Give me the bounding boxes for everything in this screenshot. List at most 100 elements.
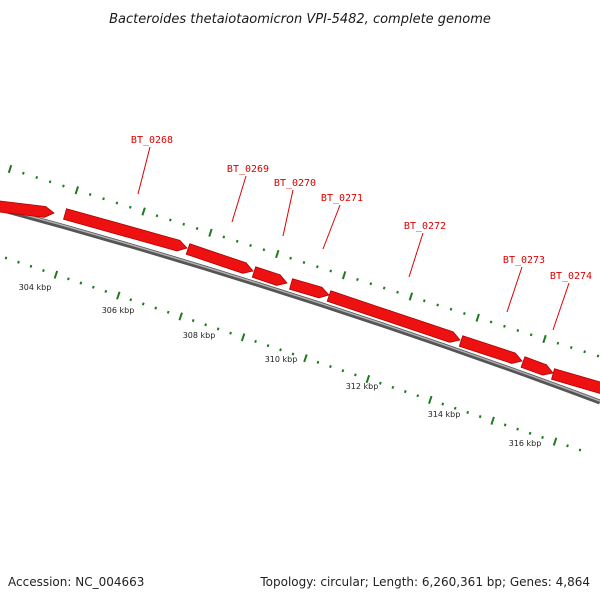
- genome-title: Bacteroides thetaiotaomicron VPI-5482, c…: [109, 12, 491, 27]
- gene-label-bt-0271[interactable]: BT_0271: [321, 193, 363, 204]
- scale-label: 312 kbp: [346, 382, 379, 391]
- outer-major-tick: [275, 249, 280, 259]
- inner-minor-tick: [578, 448, 582, 452]
- outer-minor-tick: [48, 180, 52, 184]
- gene-bt-0271[interactable]: [289, 278, 330, 299]
- outer-minor-tick: [262, 248, 266, 252]
- inner-minor-tick: [503, 423, 507, 427]
- outer-minor-tick: [356, 277, 359, 282]
- outer-minor-tick: [35, 175, 39, 180]
- leader-line: [322, 204, 341, 250]
- outer-minor-tick: [155, 214, 159, 218]
- outer-minor-tick: [382, 286, 386, 290]
- inner-tick-track: [4, 256, 582, 452]
- gene-partial[interactable]: [0, 198, 55, 218]
- inner-minor-tick: [166, 310, 170, 314]
- inner-major-tick: [365, 374, 371, 384]
- gene-label-leaders: BT_0268 BT_0269 BT_0270 BT_0271 BT_0272 BT_02…: [131, 135, 592, 331]
- inner-minor-tick: [216, 327, 220, 331]
- inner-minor-tick: [4, 256, 8, 260]
- inner-minor-tick: [191, 319, 195, 323]
- inner-minor-tick: [566, 444, 569, 448]
- outer-minor-tick: [503, 324, 506, 328]
- inner-minor-tick: [466, 410, 470, 414]
- outer-minor-tick: [596, 354, 600, 358]
- genome-backbone: [0, 206, 600, 405]
- inner-minor-tick: [29, 264, 33, 268]
- inner-major-tick: [490, 416, 495, 425]
- inner-minor-tick: [541, 435, 544, 440]
- outer-minor-tick: [489, 320, 493, 324]
- outer-minor-tick: [463, 311, 466, 316]
- inner-minor-tick: [42, 268, 45, 273]
- outer-major-tick: [475, 313, 480, 322]
- gene-track: [0, 198, 600, 395]
- inner-minor-tick: [391, 385, 395, 389]
- outer-minor-tick: [289, 256, 292, 260]
- outer-tick-track: [7, 164, 600, 358]
- outer-minor-tick: [62, 184, 65, 188]
- outer-minor-tick: [222, 235, 226, 239]
- outer-minor-tick: [436, 303, 439, 307]
- inner-minor-tick: [291, 352, 295, 356]
- inner-minor-tick: [279, 348, 282, 352]
- scale-label: 316 kbp: [509, 439, 542, 448]
- leader-line: [137, 146, 151, 195]
- inner-major-tick: [428, 395, 433, 405]
- gene-bt-0269[interactable]: [185, 243, 254, 274]
- outer-minor-tick: [369, 282, 373, 286]
- gene-label-bt-0273[interactable]: BT_0273: [503, 255, 545, 266]
- outer-minor-tick: [128, 205, 132, 209]
- gene-label-bt-0268[interactable]: BT_0268: [131, 135, 173, 146]
- inner-minor-tick: [378, 381, 382, 385]
- outer-minor-tick: [329, 269, 333, 273]
- gene-bt-0273[interactable]: [458, 335, 523, 364]
- leader-line: [231, 175, 247, 223]
- inner-minor-tick: [516, 427, 519, 431]
- gene-bt-0272[interactable]: [326, 290, 461, 343]
- inner-minor-tick: [416, 394, 420, 398]
- outer-minor-tick: [449, 307, 453, 311]
- outer-minor-tick: [302, 260, 306, 265]
- inner-minor-tick: [478, 415, 482, 419]
- gene-bt-0268[interactable]: [63, 208, 188, 252]
- inner-minor-tick: [528, 431, 532, 435]
- outer-major-tick: [7, 164, 13, 174]
- outer-minor-tick: [569, 345, 573, 350]
- inner-minor-tick: [154, 306, 158, 310]
- outer-major-tick: [74, 186, 79, 195]
- gene-bt-0274[interactable]: [520, 356, 554, 376]
- outer-minor-tick: [235, 239, 239, 243]
- inner-minor-tick: [403, 390, 407, 394]
- outer-minor-tick: [316, 265, 319, 269]
- inner-minor-tick: [129, 298, 133, 302]
- gene-partial[interactable]: [551, 368, 600, 395]
- outer-minor-tick: [516, 328, 520, 333]
- outer-minor-tick: [249, 243, 252, 248]
- inner-major-tick: [303, 354, 308, 363]
- outer-major-tick: [341, 271, 347, 280]
- outer-minor-tick: [102, 197, 105, 201]
- outer-minor-tick: [422, 299, 426, 303]
- genome-backbone-highlight: [0, 207, 600, 402]
- inner-minor-tick: [17, 260, 20, 264]
- inner-major-tick: [552, 437, 558, 446]
- gene-label-bt-0269[interactable]: BT_0269: [227, 164, 269, 175]
- gene-label-bt-0272[interactable]: BT_0272: [404, 221, 446, 232]
- outer-minor-tick: [529, 333, 533, 337]
- outer-minor-tick: [22, 171, 25, 175]
- inner-major-tick: [116, 291, 121, 300]
- inner-minor-tick: [354, 373, 357, 377]
- outer-minor-tick: [182, 222, 186, 226]
- inner-minor-tick: [104, 289, 108, 293]
- inner-minor-tick: [67, 277, 70, 281]
- inner-minor-tick: [141, 302, 145, 306]
- leader-line: [282, 189, 294, 237]
- gene-label-bt-0274[interactable]: BT_0274: [550, 271, 592, 282]
- inner-minor-tick: [79, 281, 83, 285]
- gene-label-bt-0270[interactable]: BT_0270: [274, 178, 316, 189]
- inner-minor-tick: [316, 360, 320, 364]
- gene-bt-0270[interactable]: [251, 266, 288, 286]
- accession-label: Accession: NC_004663: [8, 575, 144, 589]
